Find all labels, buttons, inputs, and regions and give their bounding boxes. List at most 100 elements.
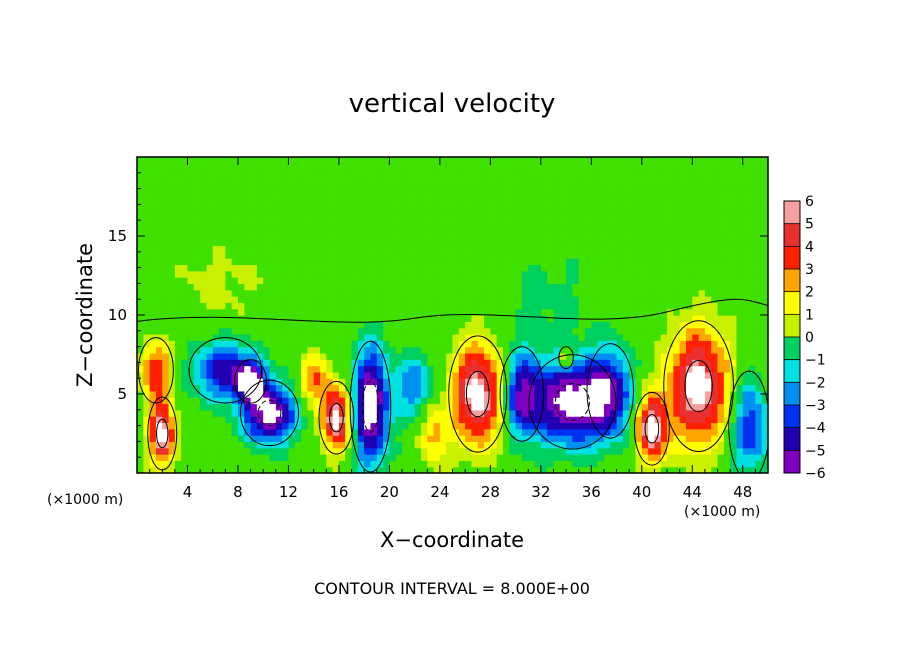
heat-cell	[181, 416, 189, 424]
heat-cell	[742, 188, 750, 196]
heat-cell	[301, 422, 308, 430]
heat-cell	[143, 207, 151, 215]
heat-cell	[212, 175, 220, 183]
heat-cell	[231, 226, 239, 234]
heat-cell	[288, 365, 296, 373]
heat-cell	[610, 390, 618, 398]
heat-cell	[616, 201, 624, 209]
heat-cell	[439, 157, 447, 164]
heat-cell	[282, 422, 290, 430]
heat-cell	[231, 207, 239, 215]
heat-cell	[301, 333, 308, 341]
heat-cell	[149, 245, 157, 253]
heat-cell	[326, 384, 334, 392]
heat-cell	[692, 188, 700, 196]
heat-cell	[244, 321, 252, 329]
heat-cell	[673, 194, 681, 202]
heat-cell	[174, 264, 182, 272]
heat-cell	[149, 239, 157, 247]
heat-cell	[755, 460, 763, 468]
heat-cell	[370, 378, 378, 386]
heat-cell	[319, 378, 327, 386]
heat-cell	[547, 378, 555, 386]
heat-cell	[692, 466, 700, 473]
heat-cell	[484, 435, 491, 442]
heat-cell	[137, 333, 144, 341]
heat-cell	[326, 435, 334, 442]
heat-cell	[717, 397, 725, 405]
heat-cell	[471, 447, 479, 455]
heat-cell	[711, 333, 719, 341]
heat-cell	[219, 346, 226, 354]
heat-cell	[269, 283, 277, 291]
heat-cell	[143, 308, 151, 316]
heat-cell	[439, 175, 447, 183]
heat-cell	[749, 340, 756, 348]
heat-cell	[402, 435, 409, 442]
heat-cell	[692, 340, 700, 348]
heat-cell	[547, 264, 555, 272]
heat-cell	[427, 213, 435, 221]
heat-cell	[673, 333, 681, 341]
heat-cell	[389, 359, 397, 367]
heat-cell	[572, 296, 580, 303]
heat-cell	[288, 454, 296, 461]
heat-cell	[282, 182, 290, 190]
heat-cell	[269, 188, 277, 196]
heat-cell	[137, 220, 144, 228]
heat-cell	[301, 384, 308, 392]
heat-cell	[414, 315, 422, 322]
heat-cell	[654, 157, 662, 164]
heat-cell	[414, 258, 422, 266]
heat-cell	[263, 296, 271, 303]
heat-cell	[540, 277, 548, 284]
heat-cell	[383, 422, 390, 430]
heat-cell	[433, 220, 441, 228]
heat-cell	[307, 333, 315, 341]
heat-cell	[692, 435, 700, 442]
heat-cell	[231, 428, 239, 436]
heat-cell	[294, 175, 302, 183]
heat-cell	[162, 390, 170, 398]
heat-cell	[484, 277, 491, 284]
heat-cell	[477, 333, 485, 341]
heat-cell	[660, 466, 668, 473]
heat-cell	[547, 258, 555, 266]
heat-cell	[465, 188, 473, 196]
heat-cell	[730, 403, 738, 411]
heat-cell	[345, 245, 353, 253]
heat-cell	[452, 466, 460, 473]
heat-cell	[616, 397, 624, 405]
heat-cell	[338, 232, 346, 240]
heat-cell	[364, 175, 372, 183]
heat-cell	[477, 163, 485, 171]
heat-cell	[616, 346, 624, 354]
heat-cell	[723, 258, 731, 266]
heat-cell	[736, 454, 744, 461]
heat-cell	[162, 264, 170, 272]
heat-cell	[237, 359, 245, 367]
heat-cell	[301, 340, 308, 348]
heat-cell	[591, 232, 599, 240]
heat-cell	[244, 277, 252, 284]
heat-cell	[446, 213, 454, 221]
heat-cell	[256, 371, 264, 379]
heat-cell	[585, 454, 592, 461]
heat-cell	[597, 359, 605, 367]
heat-cell	[679, 378, 687, 386]
heat-cell	[149, 333, 157, 341]
heat-cell	[629, 435, 637, 442]
heat-cell	[345, 277, 353, 284]
heat-cell	[610, 308, 618, 316]
heat-cell	[458, 270, 466, 278]
heat-cell	[187, 226, 195, 234]
heat-cell	[591, 308, 599, 316]
heat-cell	[616, 447, 624, 455]
heat-cell	[225, 340, 233, 348]
heat-cell	[345, 340, 353, 348]
heat-cell	[420, 409, 428, 417]
heat-cell	[282, 378, 290, 386]
heat-cell	[616, 175, 624, 183]
heat-cell	[294, 321, 302, 329]
heat-cell	[364, 333, 372, 341]
